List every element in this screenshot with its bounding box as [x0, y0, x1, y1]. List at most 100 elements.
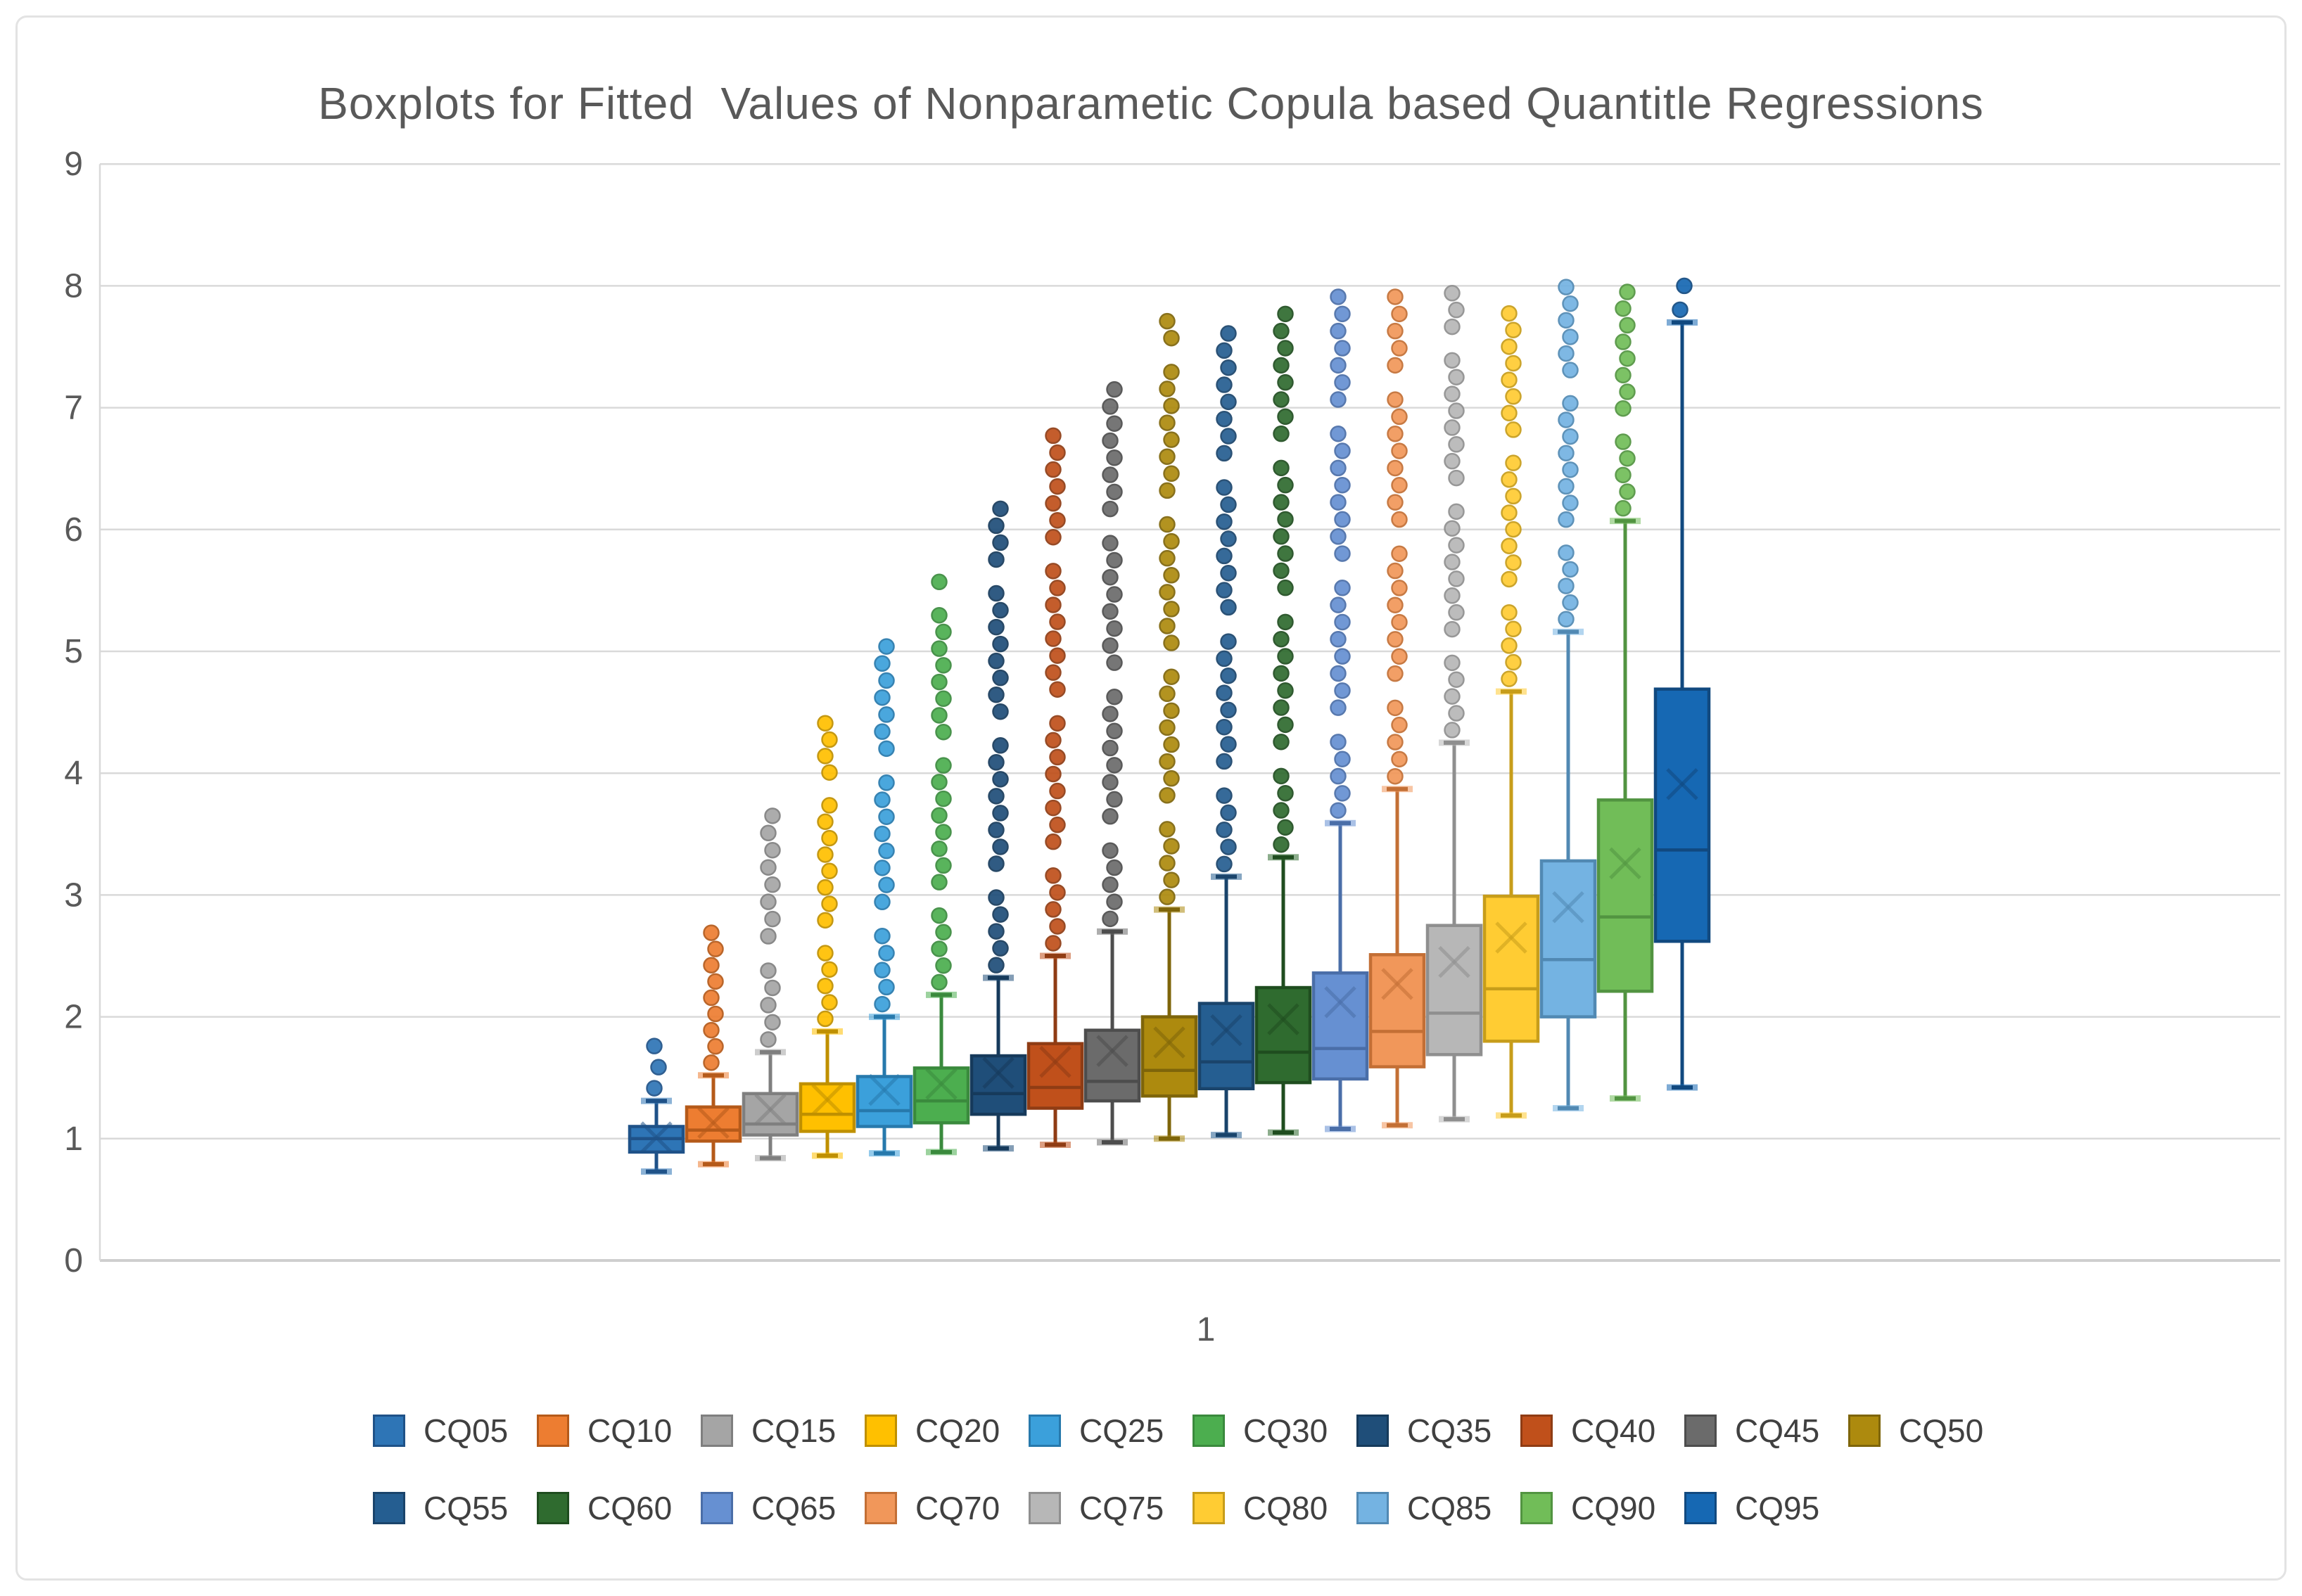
outlier-dot [988, 551, 1005, 568]
outlier-dot [1619, 449, 1636, 467]
outlier-dot [1558, 411, 1575, 428]
outlier-dot [1501, 471, 1518, 488]
outlier-dot [1387, 357, 1404, 374]
outlier-dot [1558, 577, 1575, 594]
legend-item-cq75: CQ75 [1029, 1490, 1193, 1526]
legend-swatch-cq60 [537, 1492, 569, 1524]
mean-marker [1153, 1026, 1185, 1059]
legend-label: CQ65 [751, 1490, 837, 1526]
outlier-dot [992, 771, 1009, 788]
outlier-dot [874, 655, 891, 672]
mean-marker [925, 1068, 958, 1100]
outlier-dot [992, 838, 1009, 855]
outlier-dot [817, 879, 834, 896]
outlier-dot [931, 807, 948, 824]
outlier-dot [1562, 428, 1579, 445]
outlier-dot [1558, 445, 1575, 461]
outlier-dot [935, 657, 952, 674]
outlier-dot [1220, 838, 1237, 855]
outlier-dot [992, 906, 1009, 923]
outlier-dot [1273, 733, 1290, 751]
outlier-dot [1330, 425, 1347, 442]
outlier-dot [1216, 410, 1233, 428]
outlier-dot [1216, 445, 1233, 462]
box [742, 1092, 799, 1137]
outlier-dot [988, 923, 1005, 940]
outlier-dot [1444, 285, 1461, 302]
chart-frame: Boxplots for Fitted Values of Nonparamet… [15, 15, 2287, 1581]
outlier-dot [1163, 601, 1180, 618]
outlier-dot [1220, 599, 1237, 616]
outlier-dot [1387, 665, 1404, 682]
outlier-dot [1330, 494, 1347, 511]
boxplot-cq90 [1596, 283, 1654, 1102]
boxplot-cq05 [628, 1038, 685, 1175]
outlier-dot [1102, 739, 1119, 757]
outlier-dot [992, 601, 1009, 619]
outlier-dot [1106, 722, 1123, 740]
outlier-dot [1334, 340, 1351, 357]
outlier-dot [703, 957, 720, 974]
legend-item-cq70: CQ70 [865, 1490, 1029, 1526]
outlier-dot [1615, 333, 1632, 350]
mean-marker [697, 1106, 730, 1139]
outlier-dot [1444, 385, 1461, 402]
outlier-dot [1159, 381, 1176, 397]
outlier-dot [1505, 521, 1522, 538]
outlier-dot [1330, 288, 1347, 305]
outlier-dot [931, 673, 948, 691]
outlier-dot [1273, 528, 1290, 545]
outlier-dot [817, 748, 834, 765]
mean-marker [868, 1073, 901, 1106]
outlier-dot [931, 573, 948, 591]
outlier-dot [1448, 570, 1465, 587]
mean-marker [1096, 1035, 1128, 1067]
outlier-dot [1501, 338, 1518, 355]
legend-swatch-cq40 [1520, 1415, 1553, 1447]
outlier-dot [878, 808, 895, 825]
outlier-dot [1159, 685, 1176, 703]
outlier-dot [1505, 355, 1522, 372]
outlier-dot [1330, 357, 1347, 374]
outlier-dot [1387, 767, 1404, 785]
outlier-dot [935, 957, 952, 974]
outlier-dot [1049, 444, 1066, 461]
outlier-dot [992, 805, 1009, 822]
outlier-dot [1045, 867, 1062, 884]
outlier-dot [1102, 706, 1119, 722]
legend-item-cq80: CQ80 [1193, 1490, 1356, 1526]
outlier-dot [1220, 701, 1237, 719]
outlier-dot [878, 842, 895, 860]
outlier-dot [1163, 431, 1180, 448]
outlier-dot [1102, 398, 1119, 415]
outlier-dot [878, 945, 895, 962]
outlier-dot [1045, 427, 1062, 445]
y-axis-tick-label: 4 [64, 755, 83, 792]
outlier-dot [1448, 604, 1465, 621]
outlier-dot [1387, 596, 1404, 613]
outlier-dot [1448, 537, 1465, 554]
legend-item-cq65: CQ65 [701, 1490, 865, 1526]
outlier-dot [703, 989, 720, 1007]
outlier-dot [1391, 477, 1408, 494]
mean-marker [1210, 1014, 1242, 1047]
box [799, 1082, 856, 1133]
outlier-dot [1672, 301, 1689, 319]
outlier-dot [1220, 564, 1237, 582]
outlier-dot [1102, 603, 1119, 620]
outlier-dot [1277, 476, 1294, 494]
outlier-dot [1562, 295, 1579, 312]
y-axis-tick-label: 2 [64, 999, 83, 1036]
outlier-dot [1106, 859, 1123, 876]
outlier-dot [935, 623, 952, 641]
legend-label: CQ50 [1899, 1412, 1984, 1449]
outlier-dot [1615, 499, 1632, 517]
outlier-dot [1562, 594, 1579, 611]
boxplot-cq70 [1368, 288, 1426, 1129]
outlier-dot [1501, 537, 1518, 554]
mean-marker [811, 1083, 844, 1116]
outlier-dot [1391, 751, 1408, 768]
outlier-dot [1216, 822, 1233, 838]
outlier-dot [707, 1005, 724, 1023]
outlier-dot [988, 652, 1005, 670]
